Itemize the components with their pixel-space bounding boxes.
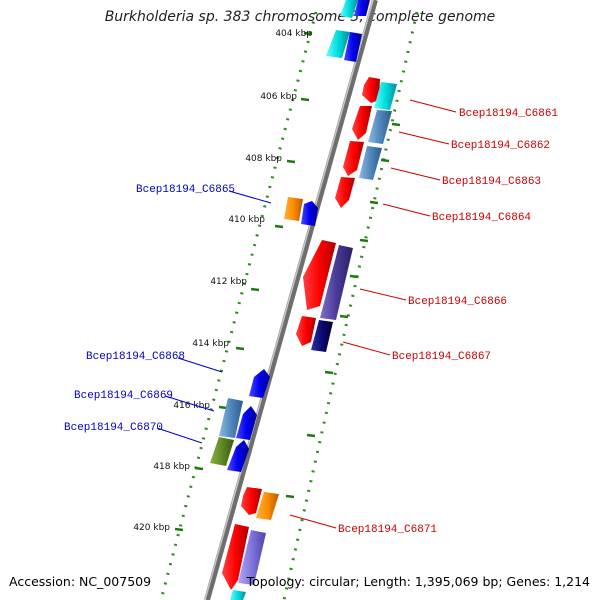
gene-arrow[interactable] <box>344 32 362 62</box>
gene-block[interactable] <box>374 82 397 110</box>
gene-block[interactable] <box>326 30 350 58</box>
gene-block[interactable] <box>311 320 333 352</box>
gene-label[interactable]: Bcep18194_C6863 <box>442 176 541 188</box>
gene-label[interactable]: Bcep18194_C6861 <box>459 108 558 120</box>
gene-arrow[interactable] <box>343 141 364 176</box>
gene-arrow[interactable] <box>222 524 249 590</box>
gene-label[interactable]: Bcep18194_C6866 <box>408 296 507 308</box>
scale-label: 414 kbp <box>192 339 229 349</box>
gene-label[interactable]: Bcep18194_C6867 <box>392 351 491 363</box>
genome-backbone <box>204 0 378 600</box>
scale-ticks <box>174 31 313 532</box>
gene-block[interactable] <box>210 437 234 466</box>
scale-label: 410 kbp <box>228 215 265 225</box>
outer-ticks <box>285 122 401 499</box>
gene-arrow[interactable] <box>335 177 355 208</box>
gene-arrow[interactable] <box>354 0 370 16</box>
gene-block[interactable] <box>219 398 243 438</box>
gene-label[interactable]: Bcep18194_C6871 <box>338 524 437 536</box>
gene-arrow[interactable] <box>241 487 262 515</box>
leader-line <box>359 288 407 301</box>
gene-arrow[interactable] <box>301 201 318 226</box>
outer-track <box>282 11 419 600</box>
inner-track <box>159 11 318 600</box>
leader-line <box>289 514 337 529</box>
gene-label[interactable]: Bcep18194_C6864 <box>432 212 531 224</box>
gene-arrow[interactable] <box>249 369 270 398</box>
leader-line <box>409 99 457 113</box>
scale-label: 418 kbp <box>153 462 190 472</box>
leader-line <box>156 427 203 444</box>
scale-label: 406 kbp <box>260 92 297 102</box>
gene-arrow[interactable] <box>296 316 316 346</box>
leader-line <box>398 131 450 145</box>
scale-label: 404 kbp <box>275 29 312 39</box>
gene-block[interactable] <box>340 0 358 18</box>
gene-arrow[interactable] <box>227 440 249 472</box>
leader-line <box>382 203 431 217</box>
gene-block[interactable] <box>238 530 266 585</box>
gene-label[interactable]: Bcep18194_C6865 <box>136 184 235 196</box>
gene-block[interactable] <box>284 197 303 221</box>
gene-block[interactable] <box>359 146 382 180</box>
gene-arrow[interactable] <box>352 106 372 140</box>
leader-line <box>228 190 272 204</box>
accession-label: Accession: NC_007509 <box>9 574 152 589</box>
gene-arrow[interactable] <box>236 406 257 440</box>
gene-block[interactable] <box>368 110 392 144</box>
leader-line <box>342 341 391 356</box>
leader-line <box>177 357 223 373</box>
gene-arrow[interactable] <box>362 77 380 103</box>
map-title: Burkholderia sp. 383 chromosome 3, compl… <box>104 9 496 25</box>
scale-label: 412 kbp <box>210 277 247 287</box>
gene-label[interactable]: Bcep18194_C6869 <box>74 390 173 402</box>
gene-label[interactable]: Bcep18194_C6870 <box>64 422 163 434</box>
gene-label[interactable]: Bcep18194_C6862 <box>451 140 550 152</box>
scale-label: 408 kbp <box>245 154 282 164</box>
gene-arrow[interactable] <box>303 240 336 310</box>
leader-line <box>164 395 215 412</box>
leader-line <box>390 167 441 181</box>
gene-block[interactable] <box>320 245 353 320</box>
gene-block[interactable] <box>230 590 246 600</box>
gene-block[interactable] <box>256 492 279 520</box>
genome-backbone-highlight <box>204 0 374 600</box>
scale-label: 416 kbp <box>173 401 210 411</box>
gene-label[interactable]: Bcep18194_C6868 <box>86 351 185 363</box>
scale-label: 420 kbp <box>133 523 170 533</box>
genome-summary: Topology: circular; Length: 1,395,069 bp… <box>246 574 590 589</box>
